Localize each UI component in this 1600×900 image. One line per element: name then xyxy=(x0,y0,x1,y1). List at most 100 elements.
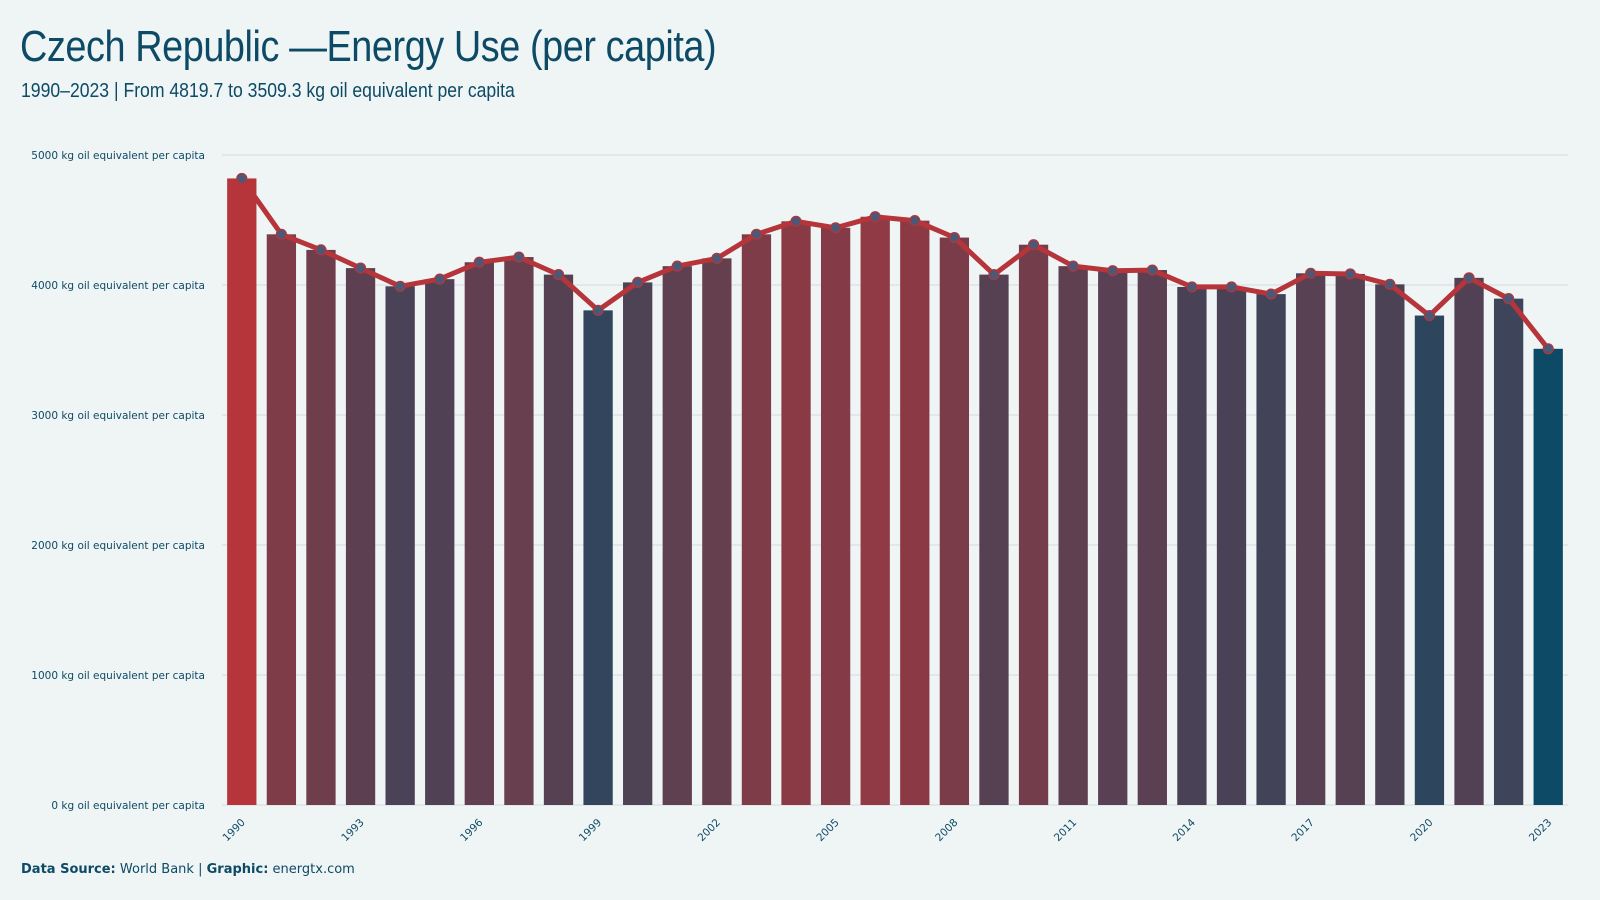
x-tick-label: 2005 xyxy=(814,817,841,844)
bar-1991 xyxy=(266,234,297,806)
x-tick-label: 2011 xyxy=(1052,817,1079,844)
point-2022 xyxy=(1503,293,1515,305)
point-2006 xyxy=(869,211,881,223)
bar-2008 xyxy=(939,237,970,806)
point-2013 xyxy=(1146,264,1158,276)
point-2017 xyxy=(1305,267,1317,279)
x-tick-label: 2014 xyxy=(1171,816,1199,844)
point-2001 xyxy=(671,260,683,272)
bar-2007 xyxy=(900,220,930,805)
bar-2014 xyxy=(1177,286,1207,805)
point-2018 xyxy=(1344,268,1356,280)
point-2003 xyxy=(750,228,763,240)
bar-2020 xyxy=(1414,315,1445,805)
footer: Data Source: World Bank | Graphic: energ… xyxy=(21,862,355,877)
bar-2010 xyxy=(1018,244,1049,805)
bar-2009 xyxy=(979,274,1009,806)
point-2002 xyxy=(711,252,723,264)
y-tick-label: 1000 kg oil equivalent per capita xyxy=(31,670,205,682)
bar-1998 xyxy=(543,274,574,806)
x-tick-label: 2008 xyxy=(933,817,960,844)
point-2005 xyxy=(830,222,842,234)
bar-2012 xyxy=(1098,270,1128,805)
bar-1999 xyxy=(583,310,613,805)
point-1992 xyxy=(315,244,327,256)
bar-2005 xyxy=(820,227,851,806)
y-tick-label: 0 kg oil equivalent per capita xyxy=(51,800,205,812)
point-1994 xyxy=(394,280,406,292)
x-tick-label: 2002 xyxy=(696,817,723,844)
bar-2011 xyxy=(1058,266,1088,805)
point-2010 xyxy=(1027,239,1040,251)
y-tick-label: 5000 kg oil equivalent per capita xyxy=(31,150,205,162)
chart-title: Czech Republic —Energy Use (per capita) xyxy=(20,22,717,71)
footer-separator: | xyxy=(198,862,203,877)
y-tick-label: 3000 kg oil equivalent per capita xyxy=(31,410,205,422)
source-value: World Bank xyxy=(119,862,194,877)
bar-2001 xyxy=(662,266,692,805)
bar-2021 xyxy=(1454,277,1484,806)
point-2009 xyxy=(988,269,1000,281)
point-1997 xyxy=(513,251,525,263)
trend-line xyxy=(239,175,1551,352)
point-2021 xyxy=(1463,272,1475,284)
point-2007 xyxy=(909,215,921,227)
point-2020 xyxy=(1423,309,1436,322)
point-1999 xyxy=(592,304,604,316)
series-line xyxy=(239,175,1551,352)
gridlines xyxy=(222,154,1568,806)
data-points xyxy=(236,172,1554,355)
graphic-value: energtx.com xyxy=(272,862,355,877)
point-1998 xyxy=(552,269,565,281)
bar-2018 xyxy=(1335,273,1365,805)
bar-1990 xyxy=(227,178,257,806)
source-label: Data Source: xyxy=(21,862,116,877)
bar-1995 xyxy=(425,279,455,805)
x-tick-label: 1996 xyxy=(458,816,486,844)
point-2008 xyxy=(948,231,960,244)
bar-2004 xyxy=(781,221,811,806)
bar-1993 xyxy=(345,268,376,806)
y-tick-label: 2000 kg oil equivalent per capita xyxy=(31,540,205,552)
bar-2016 xyxy=(1256,294,1286,805)
point-2014 xyxy=(1186,281,1198,293)
point-1990 xyxy=(236,172,248,185)
bars xyxy=(227,178,1563,806)
bar-2002 xyxy=(702,258,732,806)
point-2000 xyxy=(632,276,644,288)
bar-1994 xyxy=(385,286,415,805)
graphic-label: Graphic: xyxy=(206,862,269,877)
chart-subtitle: 1990–2023 | From 4819.7 to 3509.3 kg oil… xyxy=(21,80,515,102)
x-tick-label: 1993 xyxy=(339,817,366,844)
bar-2017 xyxy=(1296,273,1326,805)
x-axis-ticks: 1990 1993 1996 1999 2002 2005 2008 2011 2014 2017… xyxy=(221,816,1555,844)
x-tick-label: 1999 xyxy=(577,817,604,844)
x-tick-label: 1990 xyxy=(221,817,248,844)
bar-2003 xyxy=(741,234,772,806)
bar-1992 xyxy=(306,249,336,805)
point-2023 xyxy=(1542,343,1554,355)
bar-2022 xyxy=(1493,298,1524,805)
point-2015 xyxy=(1225,281,1238,293)
point-1996 xyxy=(473,256,485,268)
bar-1997 xyxy=(504,257,534,805)
bar-2013 xyxy=(1137,270,1167,805)
point-2019 xyxy=(1384,278,1396,290)
bar-2019 xyxy=(1375,284,1405,806)
point-2004 xyxy=(790,215,802,227)
bar-2023 xyxy=(1533,348,1563,805)
bar-1996 xyxy=(464,262,494,805)
bar-2006 xyxy=(860,216,890,805)
bar-2000 xyxy=(623,282,653,805)
point-1995 xyxy=(434,273,446,285)
point-2012 xyxy=(1107,265,1119,277)
bar-2015 xyxy=(1216,286,1247,805)
point-2011 xyxy=(1067,260,1079,272)
y-axis-ticks: 0 kg oil equivalent per capita 1000 kg oi… xyxy=(31,150,205,812)
point-1993 xyxy=(354,262,367,274)
y-tick-label: 4000 kg oil equivalent per capita xyxy=(31,280,205,292)
x-tick-label: 2020 xyxy=(1408,817,1435,844)
point-1991 xyxy=(275,228,287,240)
x-tick-label: 2017 xyxy=(1289,817,1316,844)
